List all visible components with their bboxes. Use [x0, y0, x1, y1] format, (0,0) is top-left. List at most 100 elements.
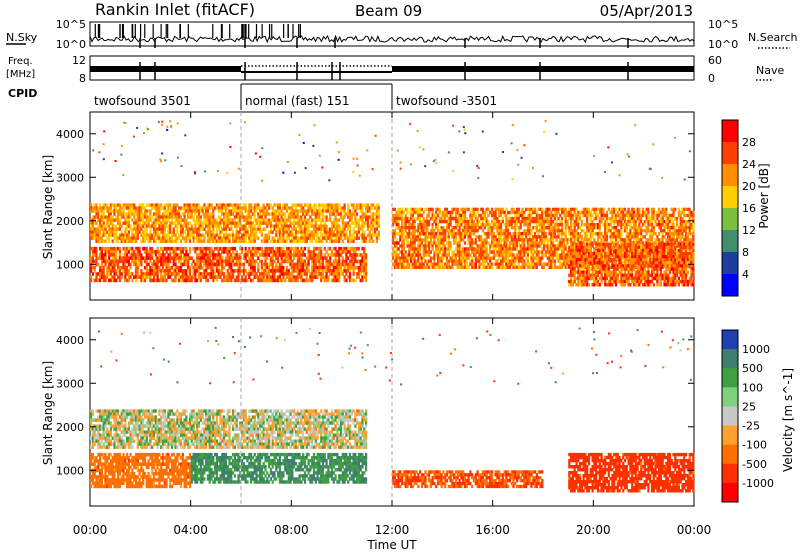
power-cell — [90, 275, 92, 279]
power-cell — [135, 279, 137, 283]
power-cell — [590, 217, 592, 220]
power-cell — [203, 228, 205, 231]
power-cell — [306, 272, 308, 276]
power-cell — [338, 219, 340, 222]
power-cell — [486, 244, 488, 247]
power-cell — [500, 223, 502, 226]
power-cell — [365, 275, 367, 279]
power-cell — [397, 241, 399, 244]
power-cell — [426, 226, 428, 229]
power-cell — [459, 244, 461, 247]
power-cell — [428, 211, 430, 214]
power-cell — [444, 232, 446, 235]
power-cell — [164, 206, 166, 209]
power-cell — [378, 237, 380, 240]
power-cell — [151, 215, 153, 218]
power-cell — [140, 253, 142, 257]
power-cell — [403, 247, 405, 250]
power-cell — [273, 272, 275, 276]
power-cell — [421, 260, 423, 263]
power-cell — [315, 203, 317, 206]
power-cell — [365, 256, 367, 260]
power-cell — [273, 260, 275, 264]
power-cell — [108, 240, 110, 243]
power-cell — [326, 225, 328, 228]
power-cell — [491, 208, 493, 211]
power-cell — [103, 212, 105, 215]
power-cell — [495, 214, 497, 217]
power-cell — [405, 223, 407, 226]
power-cell — [439, 208, 441, 211]
power-cell — [257, 263, 259, 267]
power-cell — [611, 238, 613, 241]
power-cell — [345, 253, 347, 257]
power-cell — [194, 250, 196, 254]
power-cell — [372, 215, 374, 218]
power-cell — [322, 240, 324, 243]
power-cell — [230, 253, 232, 257]
power-cell — [219, 253, 221, 257]
power-cell — [248, 212, 250, 215]
power-cell — [520, 223, 522, 226]
power-cell — [180, 260, 182, 264]
power-cell — [272, 263, 274, 267]
power-cell — [104, 253, 106, 257]
power-cell — [475, 263, 477, 266]
power-cell — [117, 215, 119, 218]
power-cell — [563, 250, 565, 253]
power-cell — [405, 250, 407, 253]
power-cell — [448, 250, 450, 253]
power-cell — [185, 250, 187, 254]
power-cell — [322, 260, 324, 264]
power-cell — [349, 231, 351, 234]
power-cell — [552, 220, 554, 223]
power-cell — [266, 240, 268, 243]
power-cell — [324, 247, 326, 251]
power-cell — [565, 217, 567, 220]
power-cell — [108, 225, 110, 228]
power-cell — [196, 279, 198, 283]
power-cell — [406, 208, 408, 211]
power-cell — [144, 206, 146, 209]
power-cell — [344, 206, 346, 209]
power-cell — [496, 217, 498, 220]
power-cell — [520, 226, 522, 229]
power-cell — [308, 263, 310, 267]
power-cell — [477, 223, 479, 226]
power-cell — [149, 209, 151, 212]
power-cell — [288, 269, 290, 273]
power-cell — [237, 234, 239, 237]
power-cell — [277, 256, 279, 260]
power-cell — [187, 253, 189, 257]
power-cell — [212, 260, 214, 264]
power-cell — [133, 215, 135, 218]
power-cell — [331, 250, 333, 254]
power-cell — [329, 215, 331, 218]
power-cell — [455, 226, 457, 229]
power-cell — [254, 266, 256, 270]
power-cell — [606, 232, 608, 235]
power-cell — [131, 247, 133, 251]
power-cell — [214, 272, 216, 276]
power-cell — [565, 247, 567, 250]
power-cell — [536, 226, 538, 229]
power-cell — [565, 244, 567, 247]
power-cell — [469, 253, 471, 256]
power-cell — [471, 257, 473, 260]
power-cell — [275, 234, 277, 237]
power-cell — [175, 279, 177, 283]
power-cell — [545, 232, 547, 235]
power-cell — [353, 263, 355, 267]
power-cell — [202, 266, 204, 270]
power-cell — [556, 238, 558, 241]
power-cell — [218, 228, 220, 231]
power-cell — [536, 211, 538, 214]
power-cell — [475, 266, 477, 269]
power-cell — [281, 263, 283, 267]
power-cell — [250, 209, 252, 212]
power-cell — [518, 208, 520, 211]
power-cell — [128, 234, 130, 237]
power-cell — [198, 203, 200, 206]
power-cell — [414, 241, 416, 244]
